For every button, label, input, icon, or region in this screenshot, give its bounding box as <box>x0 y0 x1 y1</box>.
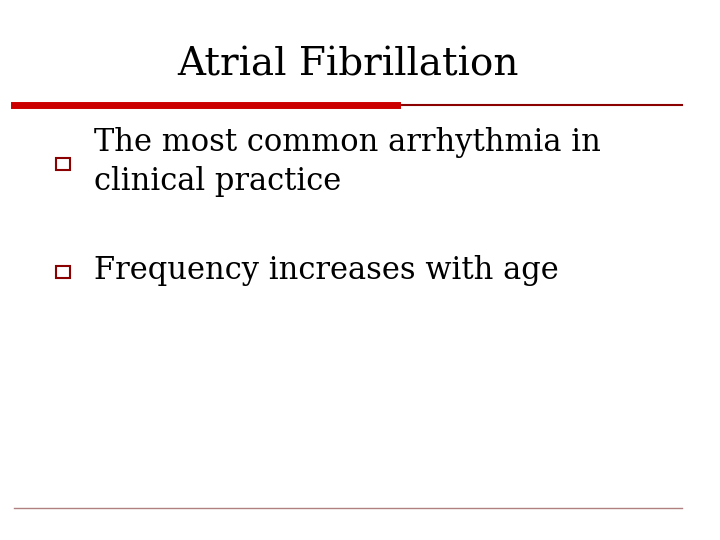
Bar <box>55 158 71 170</box>
Bar <box>55 266 71 278</box>
Text: Frequency increases with age: Frequency increases with age <box>94 254 559 286</box>
Text: The most common arrhythmia in
clinical practice: The most common arrhythmia in clinical p… <box>94 127 600 197</box>
Text: Atrial Fibrillation: Atrial Fibrillation <box>177 46 518 83</box>
